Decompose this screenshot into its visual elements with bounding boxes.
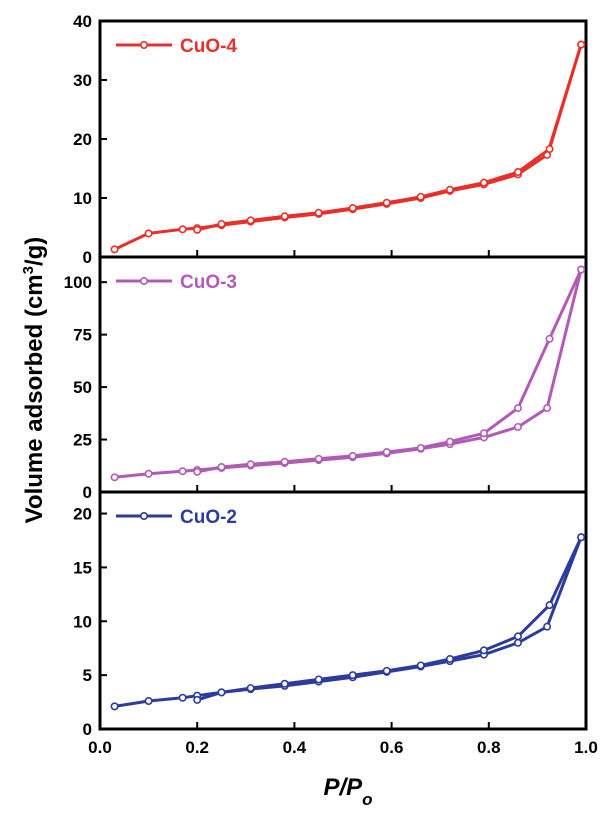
x-axis-label-main: P/P bbox=[323, 774, 363, 801]
y-tick-label: 25 bbox=[73, 431, 92, 450]
cuo-2-data-point bbox=[193, 695, 202, 704]
cuo-3-data-point bbox=[348, 451, 357, 460]
cuo-3-data-point bbox=[246, 460, 255, 469]
cuo-3-data-point bbox=[382, 448, 391, 457]
y-tick-label: 50 bbox=[73, 378, 92, 397]
cuo-3-data-point bbox=[513, 404, 522, 413]
cuo-2-data-point bbox=[314, 675, 323, 684]
y-tick-label: 0 bbox=[83, 483, 92, 502]
legend-label-cuo-2: CuO-2 bbox=[180, 507, 237, 528]
cuo-4-data-point bbox=[416, 192, 425, 201]
cuo-3-data-point bbox=[178, 467, 187, 476]
y-tick-label: 10 bbox=[73, 189, 92, 208]
cuo-3-series-adsorption-line bbox=[114, 269, 583, 479]
cuo-4-data-point bbox=[178, 225, 187, 234]
panel-cuo-4: 0 10 20 30 40 CuO-4 bbox=[73, 12, 588, 267]
cuo-4-data-point bbox=[314, 208, 323, 217]
cuo-3-data-point bbox=[513, 422, 522, 431]
y-axis-label-tail: /g) bbox=[21, 237, 48, 266]
x-axis-label-subscript: o bbox=[362, 790, 372, 809]
y-axis-label-superscript: 3 bbox=[20, 266, 37, 274]
cuo-4-data-point bbox=[513, 168, 522, 177]
panels-group: 0 10 20 30 40 CuO-4 0 25 50 75 100 CuO-3 0 5 10 15 20 0.0… bbox=[64, 12, 598, 757]
cuo-3-data-point bbox=[577, 265, 586, 274]
y-tick-label: 15 bbox=[73, 558, 92, 577]
cuo-2-data-point bbox=[513, 632, 522, 641]
y-tick-label: 20 bbox=[73, 130, 92, 149]
plot-frame bbox=[98, 19, 588, 259]
cuo-3-data-point bbox=[479, 429, 488, 438]
plot-frame bbox=[98, 490, 588, 731]
cuo-3-data-point bbox=[416, 443, 425, 452]
cuo-4-data-point bbox=[280, 212, 289, 221]
x-tick-label: 1.0 bbox=[574, 738, 598, 757]
cuo-3-data-point bbox=[543, 404, 552, 413]
cuo-4-data-point bbox=[348, 204, 357, 213]
cuo-2-data-point bbox=[348, 671, 357, 680]
cuo-4-data-point bbox=[382, 198, 391, 207]
x-tick-label: 0.4 bbox=[283, 738, 307, 757]
cuo-2-data-point bbox=[543, 622, 552, 631]
cuo-3-series-desorption-line bbox=[196, 268, 583, 474]
cuo-2-data-point bbox=[382, 666, 391, 675]
y-tick-label: 20 bbox=[73, 505, 92, 524]
cuo-3-data-point bbox=[280, 457, 289, 466]
legend-label-cuo-3: CuO-3 bbox=[180, 272, 237, 293]
y-tick-label: 30 bbox=[73, 71, 92, 90]
x-tick-label: 0.0 bbox=[88, 738, 112, 757]
cuo-3-data-point bbox=[314, 454, 323, 463]
cuo-2-data-point bbox=[110, 702, 119, 711]
cuo-4-series-adsorption-line bbox=[113, 44, 583, 251]
cuo-4-data-point bbox=[577, 40, 586, 49]
cuo-2-data-point bbox=[513, 638, 522, 647]
cuo-2-data-point bbox=[445, 654, 454, 663]
cuo-4-data-point bbox=[144, 229, 153, 238]
cuo-2-data-point bbox=[246, 684, 255, 693]
legend-marker-cuo-2 bbox=[140, 511, 149, 520]
x-tick-label: 0.6 bbox=[380, 738, 404, 757]
cuo-2-series-desorption-line bbox=[196, 536, 583, 702]
cuo-2-data-point bbox=[416, 661, 425, 670]
cuo-2-data-point bbox=[144, 696, 153, 705]
y-tick-label: 75 bbox=[73, 326, 92, 345]
cuo-4-data-point bbox=[110, 245, 119, 254]
cuo-4-data-point bbox=[193, 225, 202, 234]
cuo-3-data-point bbox=[110, 473, 119, 482]
x-axis-label: P/Po bbox=[323, 774, 372, 809]
cuo-2-data-point bbox=[577, 533, 586, 542]
cuo-3-data-point bbox=[193, 467, 202, 476]
cuo-3-data-point bbox=[217, 463, 226, 472]
cuo-4-data-point bbox=[246, 216, 255, 225]
cuo-2-series-adsorption-line bbox=[114, 536, 583, 708]
cuo-2-data-point bbox=[217, 688, 226, 697]
cuo-2-data-point bbox=[178, 693, 187, 702]
y-axis-label-main: Volume adsorbed (cm bbox=[21, 274, 48, 523]
cuo-2-data-point bbox=[280, 679, 289, 688]
cuo-4-data-point bbox=[217, 219, 226, 228]
cuo-3-data-point bbox=[445, 437, 454, 446]
panel-cuo-2: 0 5 10 15 20 0.0 0.2 0.4 0.6 0.8 1.0 CuO-2 bbox=[73, 490, 598, 757]
y-tick-label: 5 bbox=[83, 666, 92, 685]
legend-marker-cuo-4 bbox=[140, 40, 149, 49]
cuo-4-data-point bbox=[545, 145, 554, 154]
cuo-3-data-point bbox=[545, 334, 554, 343]
panel-cuo-3: 0 25 50 75 100 CuO-3 bbox=[64, 255, 588, 502]
x-tick-label: 0.2 bbox=[185, 738, 209, 757]
cuo-2-data-point bbox=[479, 646, 488, 655]
cuo-4-data-point bbox=[479, 178, 488, 187]
y-tick-label: 100 bbox=[64, 273, 92, 292]
x-tick-label: 0.8 bbox=[477, 738, 501, 757]
y-tick-label: 40 bbox=[73, 12, 92, 31]
y-tick-label: 0 bbox=[83, 248, 92, 267]
cuo-4-data-point bbox=[445, 185, 454, 194]
cuo-3-data-point bbox=[144, 469, 153, 478]
y-axis-label: Volume adsorbed (cm3/g) bbox=[20, 237, 48, 524]
cuo-2-data-point bbox=[545, 601, 554, 610]
legend-label-cuo-4: CuO-4 bbox=[180, 36, 237, 57]
y-tick-label: 10 bbox=[73, 612, 92, 631]
legend-marker-cuo-3 bbox=[140, 276, 149, 285]
y-tick-label: 0 bbox=[83, 720, 92, 739]
